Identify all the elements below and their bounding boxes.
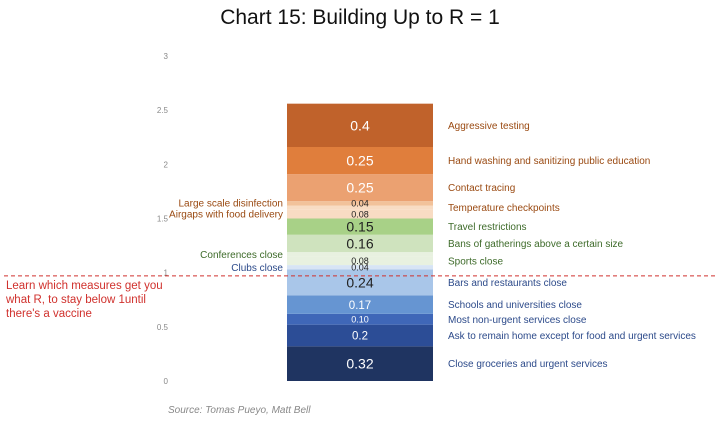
- value-label-aggressive-testing: 0.4: [350, 117, 370, 133]
- category-label-aggressive-testing: Aggressive testing: [448, 121, 530, 132]
- value-label-ask-to-remain-home-except-for-food-and-urgent-services: 0.2: [352, 331, 368, 343]
- y-tick-label: 2: [164, 160, 169, 169]
- y-tick-label: 1.5: [157, 215, 169, 224]
- bar-segment-sports-close: [287, 256, 433, 266]
- category-label-airgaps-with-food-delivery: Airgaps with food delivery: [169, 210, 283, 221]
- bar-segment-close-groceries-and-urgent-services: [287, 346, 433, 381]
- y-tick-label: 0.5: [157, 323, 169, 332]
- value-label-schools-and-universities-close: 0.17: [349, 300, 371, 312]
- callout-annotation: Learn which measures get you what R, to …: [6, 280, 163, 320]
- bar-segment-temperature-checkpoints: [287, 205, 433, 210]
- y-tick-label: 2.5: [157, 106, 169, 115]
- value-label-sports-close: 0.08: [351, 256, 369, 266]
- category-label-hand-washing-and-sanitizing-public-education: Hand washing and sanitizing public educa…: [448, 156, 650, 167]
- bar-segment-bans-of-gatherings-above-a-certain-size: [287, 234, 433, 253]
- value-label-hand-washing-and-sanitizing-public-education: 0.25: [346, 153, 373, 169]
- value-label-bans-of-gatherings-above-a-certain-size: 0.16: [346, 235, 373, 251]
- value-label-large-scale-disinfection: 0.04: [351, 199, 369, 209]
- category-label-clubs-close: Clubs close: [231, 263, 283, 274]
- bar-segment-contact-tracing: [287, 174, 433, 202]
- bar-segment-bars-and-restaurants-close: [287, 269, 433, 296]
- y-tick-label: 3: [164, 52, 169, 61]
- y-tick-label: 0: [164, 377, 169, 386]
- category-label-contact-tracing: Contact tracing: [448, 183, 515, 194]
- category-label-sports-close: Sports close: [448, 256, 503, 267]
- bar-segment-most-non-urgent-services-close: [287, 313, 433, 325]
- bar-segment-ask-to-remain-home-except-for-food-and-urgent-services: [287, 324, 433, 347]
- category-label-most-non-urgent-services-close: Most non-urgent services close: [448, 315, 587, 326]
- value-label-travel-restrictions: 0.15: [346, 219, 373, 235]
- value-label-airgaps-with-food-delivery: 0.08: [351, 209, 369, 219]
- bar-segment-aggressive-testing: [287, 103, 433, 147]
- bar-segment-hand-washing-and-sanitizing-public-education: [287, 147, 433, 175]
- chart-title: Chart 15: Building Up to R = 1: [220, 6, 500, 29]
- bar-segment-conferences-close: [287, 252, 433, 257]
- bar-segment-clubs-close: [287, 265, 433, 270]
- value-label-contact-tracing: 0.25: [346, 180, 373, 196]
- category-label-ask-to-remain-home-except-for-food-and-urgent-services: Ask to remain home except for food and u…: [448, 331, 696, 342]
- source-note: Source: Tomas Pueyo, Matt Bell: [168, 405, 311, 416]
- category-label-bars-and-restaurants-close: Bars and restaurants close: [448, 278, 567, 289]
- category-label-travel-restrictions: Travel restrictions: [448, 222, 527, 233]
- category-label-temperature-checkpoints: Temperature checkpoints: [448, 203, 560, 214]
- bar-segment-travel-restrictions: [287, 218, 433, 235]
- value-label-bars-and-restaurants-close: 0.24: [346, 274, 373, 290]
- category-label-large-scale-disinfection: Large scale disinfection: [178, 199, 283, 210]
- value-label-close-groceries-and-urgent-services: 0.32: [346, 356, 373, 372]
- y-tick-label: 1: [164, 269, 169, 278]
- category-label-conferences-close: Conferences close: [200, 250, 283, 261]
- bar-segment-schools-and-universities-close: [287, 295, 433, 314]
- category-label-schools-and-universities-close: Schools and universities close: [448, 300, 582, 311]
- category-label-bans-of-gatherings-above-a-certain-size: Bans of gatherings above a certain size: [448, 239, 624, 250]
- category-label-close-groceries-and-urgent-services: Close groceries and urgent services: [448, 359, 608, 370]
- value-label-clubs-close: 0.04: [351, 262, 369, 272]
- value-label-most-non-urgent-services-close: 0.10: [351, 314, 369, 324]
- bar-segment-large-scale-disinfection: [287, 201, 433, 206]
- bar-segment-airgaps-with-food-delivery: [287, 209, 433, 219]
